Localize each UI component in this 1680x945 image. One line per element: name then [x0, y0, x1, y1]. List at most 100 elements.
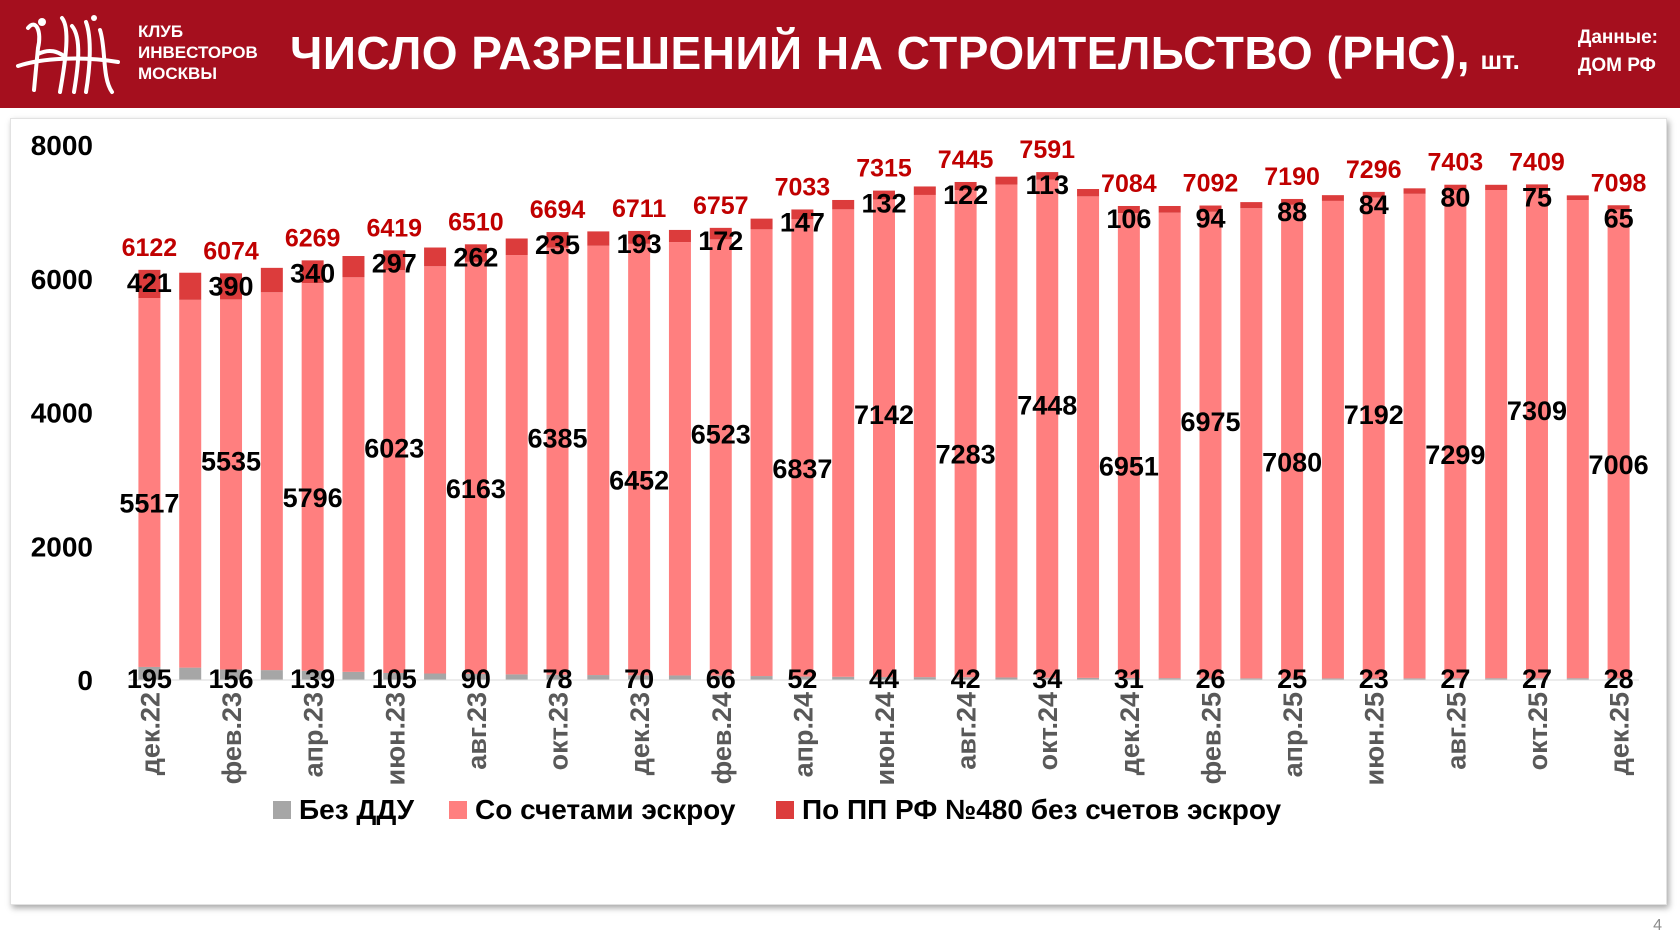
- club-logo-icon: [16, 15, 120, 94]
- bar-segment-bez-ddu: [791, 676, 814, 680]
- bar-segment-escrow: [1321, 200, 1344, 679]
- data-label-escrow: 6163: [446, 474, 506, 504]
- data-label-total: 7098: [1591, 169, 1647, 197]
- bar-segment-escrow: [546, 247, 569, 675]
- bar-segment-bez-ddu: [587, 675, 610, 680]
- data-label-bez-ddu: 28: [1604, 664, 1634, 694]
- bar-segment-pp480: [668, 229, 691, 243]
- data-label-total: 7296: [1346, 156, 1402, 184]
- bar-segment-escrow: [1281, 204, 1304, 679]
- bar-segment-bez-ddu: [1607, 678, 1630, 680]
- data-label-escrow: 7080: [1262, 448, 1322, 478]
- data-label-pp480: 75: [1522, 182, 1552, 212]
- data-label-escrow: 5796: [283, 483, 343, 513]
- bar-segment-escrow: [668, 242, 691, 676]
- data-label-total: 7190: [1264, 163, 1320, 191]
- bar-segment-bez-ddu: [1240, 678, 1263, 680]
- bar-segment-pp480: [1321, 195, 1344, 201]
- page-title-text: ЧИСЛО РАЗРЕШЕНИЙ НА СТРОИТЕЛЬСТВО (РНС),: [290, 27, 1470, 79]
- x-axis-tick-label: июн.23: [380, 692, 410, 786]
- bar-segment-pp480: [546, 232, 569, 248]
- bar-segment-pp480: [464, 244, 487, 262]
- bar-segment-bez-ddu: [1077, 677, 1100, 680]
- data-label-pp480: 106: [1106, 204, 1151, 234]
- data-label-pp480: 340: [290, 258, 335, 288]
- bar-segment-escrow: [220, 299, 243, 670]
- bar-segment-escrow: [873, 199, 895, 678]
- bar-segment-pp480: [832, 199, 855, 210]
- data-label-bez-ddu: 34: [1032, 664, 1062, 694]
- bar-segment-bez-ddu: [1444, 678, 1467, 680]
- bar-segment-escrow: [587, 245, 610, 676]
- data-label-pp480: 262: [453, 242, 498, 272]
- bar-segment-bez-ddu: [873, 677, 895, 680]
- bar-segment-pp480: [220, 273, 243, 300]
- bar-segment-bez-ddu: [1117, 677, 1140, 680]
- legend-swatch: [273, 801, 291, 819]
- bar-segment-bez-ddu: [424, 673, 447, 680]
- data-label-bez-ddu: 139: [290, 664, 335, 694]
- data-label-total: 7092: [1183, 170, 1239, 198]
- bar-segment-bez-ddu: [913, 677, 936, 680]
- bar-segment-pp480: [1077, 189, 1100, 197]
- bar-segment-bez-ddu: [464, 673, 487, 680]
- bar-segment-pp480: [383, 250, 406, 271]
- data-label-total: 6122: [122, 234, 178, 262]
- bar-segment-pp480: [1566, 195, 1589, 201]
- bar-segment-escrow: [1036, 179, 1059, 678]
- y-axis-tick-label: 6000: [31, 264, 93, 295]
- data-label-pp480: 132: [861, 189, 906, 219]
- data-label-bez-ddu: 44: [869, 664, 899, 694]
- data-label-total: 7591: [1019, 136, 1075, 164]
- bar-segment-escrow: [832, 209, 855, 677]
- data-label-bez-ddu: 23: [1359, 664, 1389, 694]
- bar-segment-bez-ddu: [709, 675, 732, 680]
- bar-segment-pp480: [1199, 205, 1222, 212]
- legend-label: Без ДДУ: [299, 794, 415, 825]
- bar-segment-escrow: [1240, 208, 1263, 679]
- x-axis-tick-label: окт.24: [1033, 692, 1063, 770]
- legend-label: По ПП РФ №480 без счетов эскроу: [802, 794, 1282, 825]
- data-label-bez-ddu: 90: [461, 664, 491, 694]
- data-label-escrow: 7142: [854, 400, 914, 430]
- y-axis-tick-label: 4000: [31, 398, 93, 429]
- x-axis-tick-label: дек.24: [1115, 692, 1145, 775]
- data-label-escrow: 7283: [936, 440, 996, 470]
- club-name: КЛУБ ИНВЕСТОРОВ МОСКВЫ: [138, 21, 258, 84]
- club-name-line-2: ИНВЕСТОРОВ: [138, 43, 258, 62]
- bar-segment-bez-ddu: [1158, 678, 1181, 680]
- data-label-bez-ddu: 78: [542, 664, 572, 694]
- bar-segment-escrow: [1607, 209, 1630, 679]
- data-label-bez-ddu: 25: [1277, 664, 1307, 694]
- data-source: Данные: ДОМ РФ: [1578, 24, 1658, 80]
- data-label-pp480: 122: [943, 180, 988, 210]
- bar-segment-bez-ddu: [1362, 678, 1385, 680]
- data-label-escrow: 6452: [609, 466, 669, 496]
- legend-swatch: [449, 801, 467, 819]
- data-label-escrow: 6975: [1180, 407, 1240, 437]
- bar-segment-pp480: [873, 190, 895, 200]
- bar-segment-pp480: [1485, 184, 1508, 191]
- data-label-total: 7409: [1509, 148, 1565, 176]
- legend-label: Со счетами эскроу: [475, 794, 736, 825]
- bar-segment-escrow: [179, 299, 202, 668]
- bar-segment-bez-ddu: [1566, 678, 1589, 680]
- data-label-total: 6757: [693, 192, 749, 220]
- bar-segment-bez-ddu: [220, 669, 243, 680]
- bar-segment-bez-ddu: [546, 674, 569, 680]
- bar-segment-escrow: [750, 229, 773, 677]
- bar-segment-pp480: [1444, 184, 1467, 191]
- data-label-bez-ddu: 66: [706, 664, 736, 694]
- bar-segment-pp480: [260, 267, 283, 293]
- data-label-bez-ddu: 70: [624, 664, 654, 694]
- bar-segment-pp480: [1281, 198, 1304, 205]
- x-axis-tick-label: июн.24: [870, 692, 900, 786]
- data-label-bez-ddu: 156: [208, 664, 253, 694]
- data-label-pp480: 390: [208, 271, 253, 301]
- bar-segment-pp480: [995, 176, 1018, 185]
- x-axis-tick-label: авг.23: [462, 692, 492, 770]
- bar-segment-bez-ddu: [1036, 677, 1059, 680]
- bar-segment-bez-ddu: [668, 675, 691, 680]
- data-label-total: 6510: [448, 208, 504, 236]
- data-label-total: 6269: [285, 224, 341, 252]
